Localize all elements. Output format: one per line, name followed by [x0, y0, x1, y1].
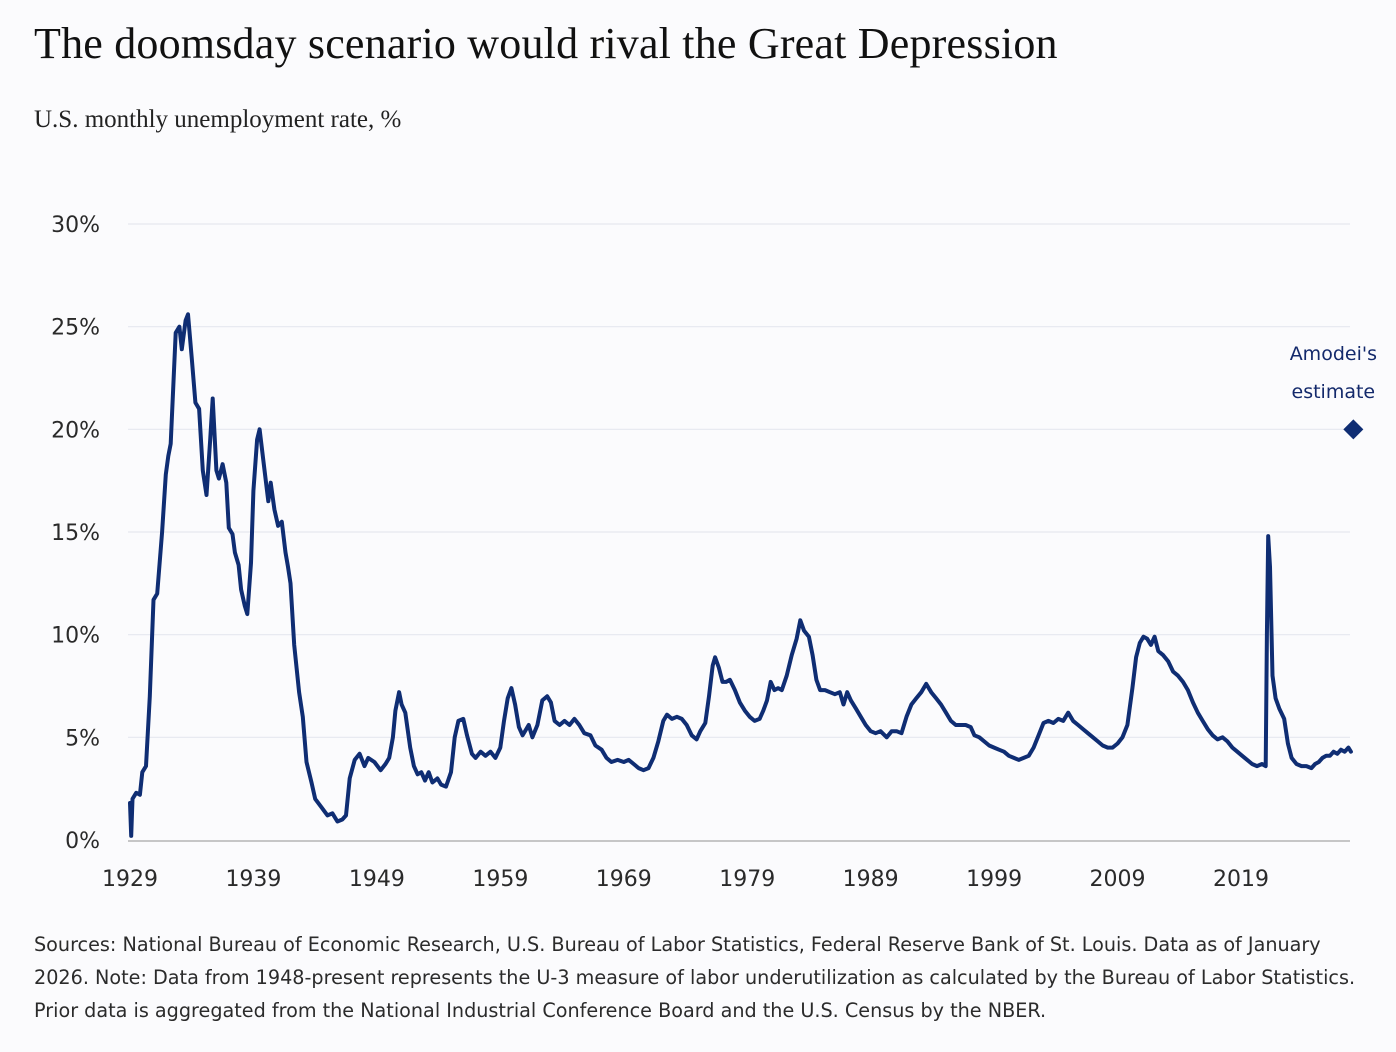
estimate-diamond-marker: [1343, 419, 1364, 440]
y-tick-label: 5%: [65, 726, 100, 751]
y-tick-label: 30%: [51, 213, 100, 238]
x-tick-label: 2009: [1090, 867, 1146, 892]
annotations: Amodei's estimate: [1290, 343, 1377, 440]
x-tick-label: 1969: [596, 867, 652, 892]
y-tick-label: 20%: [51, 418, 100, 443]
x-tick-label: 1999: [966, 867, 1022, 892]
x-tick-label: 1959: [472, 867, 528, 892]
gridlines: [128, 223, 1350, 738]
x-tick-label: 1949: [349, 867, 405, 892]
chart-subtitle: U.S. monthly unemployment rate, %: [34, 106, 402, 133]
annotation-label: Amodei's: [1290, 343, 1377, 365]
chart-title: The doomsday scenario would rival the Gr…: [34, 19, 1058, 68]
y-tick-label: 10%: [51, 624, 100, 649]
y-tick-label: 0%: [65, 829, 100, 854]
unemployment-chart: 0% 5% 10% 15% 20% 25% 30% 1929 1939 1949 1959 1969…: [51, 213, 1377, 892]
x-tick-label: 2019: [1213, 867, 1269, 892]
y-tick-label: 25%: [51, 316, 100, 341]
y-axis-ticks: 0% 5% 10% 15% 20% 25% 30%: [51, 213, 100, 854]
x-tick-label: 1989: [843, 867, 899, 892]
y-tick-label: 15%: [51, 521, 100, 546]
unemployment-rate-line: [128, 312, 1353, 838]
annotation-label: estimate: [1292, 381, 1376, 403]
x-tick-label: 1929: [102, 867, 158, 892]
x-tick-label: 1939: [225, 867, 281, 892]
x-axis-ticks: 1929 1939 1949 1959 1969 1979 1989 1999 2009 2019: [102, 867, 1269, 892]
x-tick-label: 1979: [719, 867, 775, 892]
source-note: Sources: National Bureau of Economic Res…: [34, 933, 1356, 1022]
